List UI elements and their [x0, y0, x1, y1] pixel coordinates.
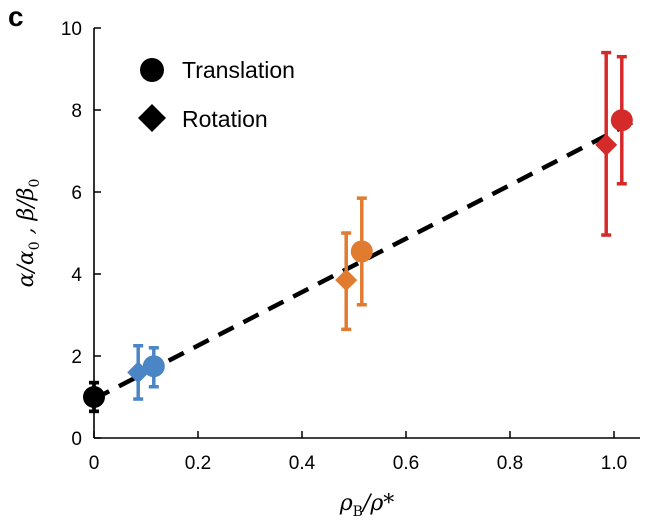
y-tick-label: 6 — [71, 183, 82, 204]
y-axis-label: α/α0 , β/β0 — [14, 179, 43, 288]
legend-translation-marker — [140, 58, 164, 82]
x-label-main: ρ — [339, 491, 353, 516]
y-label-a-sub: 0 — [27, 241, 43, 250]
panel-label: c — [8, 1, 24, 32]
circle-point — [142, 346, 165, 389]
y-tick-label: 8 — [71, 101, 82, 122]
x-tick-label: 0.6 — [393, 453, 419, 474]
circle-point — [350, 196, 373, 307]
fit-line-group — [92, 116, 642, 402]
translation-marker — [350, 240, 373, 263]
circle-point — [83, 380, 105, 414]
legend-rotation-marker — [138, 104, 166, 132]
legend-translation-label: Translation — [182, 57, 295, 83]
rotation-marker — [335, 269, 358, 292]
x-tick-label: 1.0 — [601, 453, 627, 474]
translation-marker — [142, 355, 165, 378]
y-tick-label: 0 — [71, 429, 82, 450]
y-tick-label: 2 — [71, 347, 82, 368]
y-ticks: 0 2 4 6 8 10 — [61, 19, 101, 450]
x-tick-label: 0.2 — [185, 453, 211, 474]
rotation-marker — [595, 133, 618, 156]
y-label-mid: , β/β — [14, 188, 39, 242]
legend: Translation Rotation — [138, 57, 295, 132]
translation-marker — [83, 386, 105, 408]
y-tick-label: 10 — [61, 19, 82, 40]
x-axis-label: ρB/ρ* — [339, 491, 395, 520]
fit-line — [92, 116, 642, 402]
x-tick-label: 0.4 — [289, 453, 316, 474]
diamond-point — [335, 231, 358, 332]
y-label-a: α/α — [14, 250, 39, 287]
x-label-rest: /ρ* — [361, 491, 394, 516]
plot-frame — [93, 28, 640, 439]
diamond-point — [595, 50, 618, 237]
x-tick-label: 0.8 — [497, 453, 523, 474]
y-label-b-sub: 0 — [27, 179, 43, 188]
x-label-sub: B — [353, 504, 363, 520]
y-tick-label: 4 — [71, 265, 82, 286]
translation-marker — [610, 109, 633, 132]
x-tick-label: 0 — [89, 453, 100, 474]
legend-rotation-label: Rotation — [182, 106, 268, 132]
data-points — [83, 50, 633, 414]
circle-point — [610, 54, 633, 186]
x-ticks: 0 0.2 0.4 0.6 0.8 1.0 — [89, 431, 627, 474]
